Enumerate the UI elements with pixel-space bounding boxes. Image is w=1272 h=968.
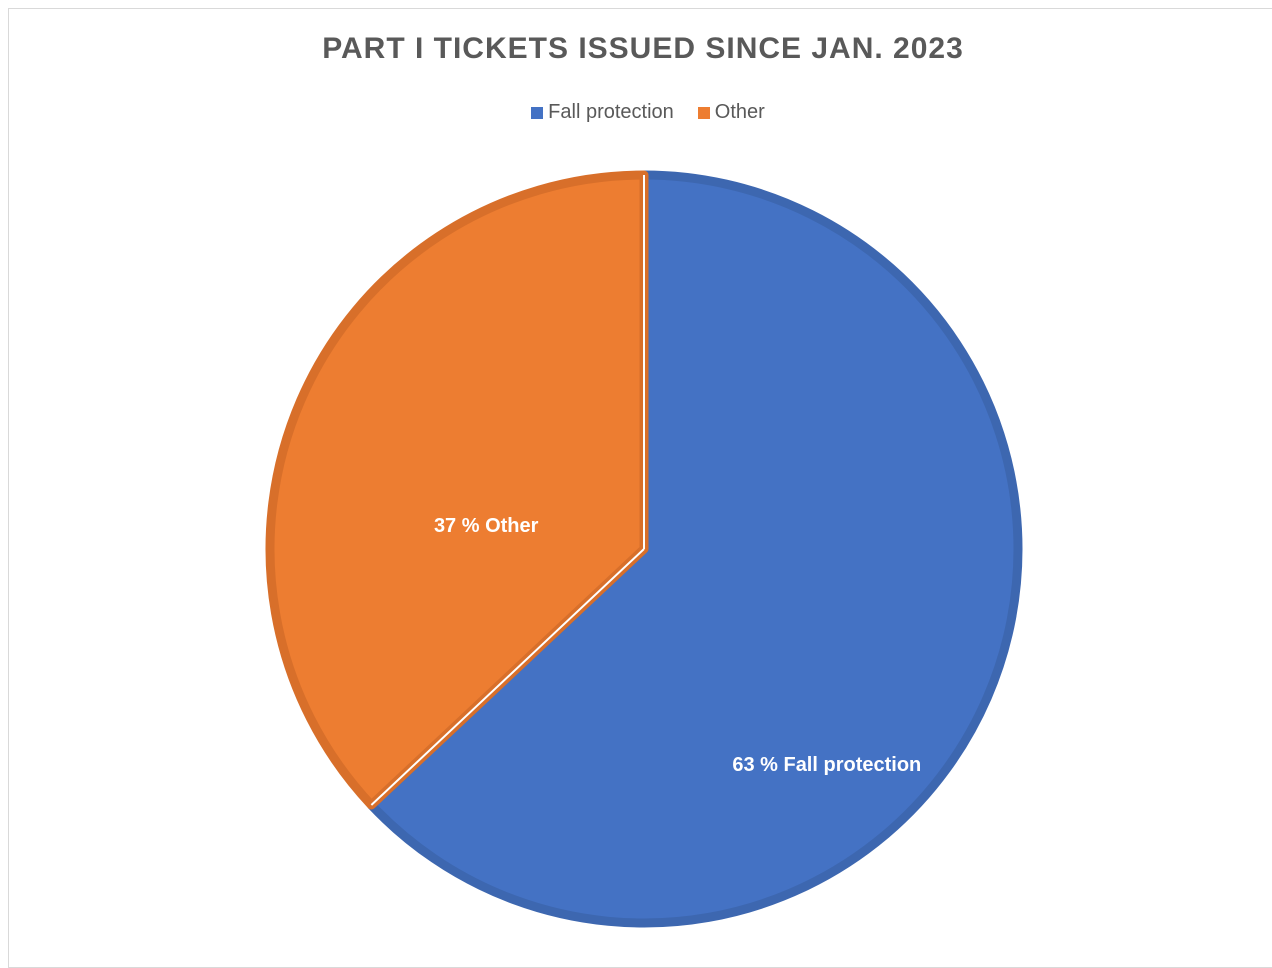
- legend-label-other: Other: [714, 101, 765, 123]
- data-label-fall-protection: 63 % Fall protection: [732, 754, 921, 776]
- slice-separator: [370, 548, 645, 806]
- legend-swatch-other: [697, 106, 710, 119]
- pie-slice-other: [265, 170, 649, 810]
- pie-slice-fall-protection: [366, 170, 1023, 928]
- chart-title: PART I TICKETS ISSUED SINCE JAN. 2023: [322, 32, 964, 65]
- data-label-other: 37 % Other: [434, 515, 539, 537]
- legend-item-other: Other: [697, 101, 765, 124]
- legend: Fall protection Other: [0, 101, 1272, 124]
- legend-swatch-fall-protection: [531, 106, 544, 119]
- legend-item-fall-protection: Fall protection: [531, 101, 674, 124]
- legend-label-fall-protection: Fall protection: [548, 101, 674, 123]
